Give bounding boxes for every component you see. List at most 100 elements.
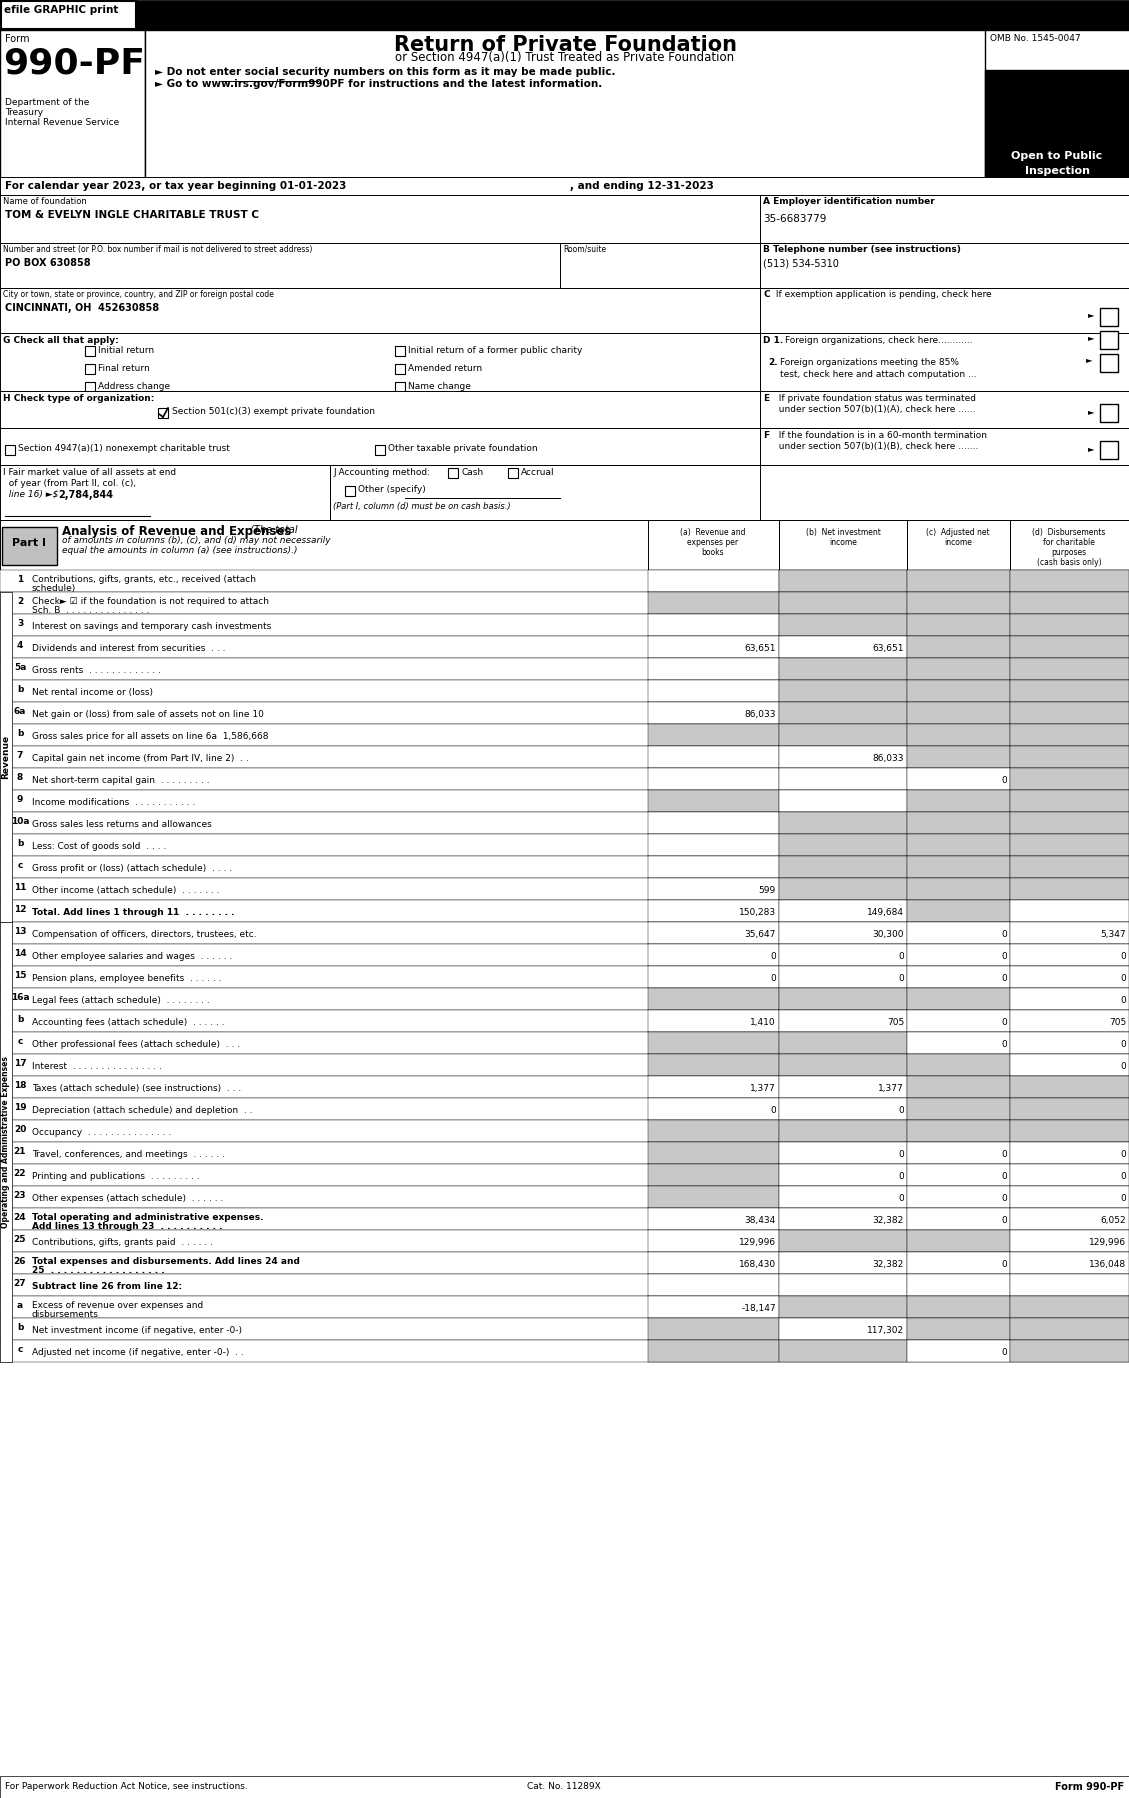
Text: 705: 705: [1109, 1018, 1126, 1027]
Bar: [779, 922, 907, 944]
Text: Gross sales less returns and allowances: Gross sales less returns and allowances: [32, 820, 212, 829]
Text: H Check type of organization:: H Check type of organization:: [3, 394, 155, 403]
Text: efile GRAPHIC print: efile GRAPHIC print: [5, 5, 119, 14]
Text: 7: 7: [17, 752, 24, 761]
Bar: [779, 901, 907, 922]
Text: Department of the: Department of the: [5, 99, 89, 108]
Bar: [0, 570, 1129, 592]
Bar: [0, 701, 1129, 725]
Text: 35-6683779: 35-6683779: [763, 214, 826, 225]
Bar: [779, 746, 907, 768]
Text: Analysis of Revenue and Expenses: Analysis of Revenue and Expenses: [62, 525, 291, 538]
Text: Submission Date - 2024-04-23: Submission Date - 2024-04-23: [145, 5, 322, 14]
Bar: [1010, 1230, 1129, 1251]
Bar: [648, 1296, 779, 1318]
Text: 38,434: 38,434: [745, 1215, 776, 1224]
Text: 8: 8: [17, 773, 23, 782]
Bar: [0, 0, 1129, 31]
Bar: [1010, 570, 1129, 592]
Text: Initial return of a former public charity: Initial return of a former public charit…: [408, 345, 583, 354]
Bar: [907, 1099, 1010, 1120]
Text: Legal fees (attach schedule)  . . . . . . . .: Legal fees (attach schedule) . . . . . .…: [32, 996, 210, 1005]
Bar: [779, 944, 907, 966]
Bar: [907, 813, 1010, 834]
Text: 25: 25: [14, 1235, 26, 1244]
Bar: [907, 1163, 1010, 1187]
Bar: [907, 613, 1010, 636]
Bar: [0, 922, 12, 1363]
Text: 2: 2: [17, 597, 23, 606]
Bar: [648, 1010, 779, 1032]
Bar: [648, 1120, 779, 1142]
Text: Interest on savings and temporary cash investments: Interest on savings and temporary cash i…: [32, 622, 271, 631]
Bar: [907, 768, 1010, 789]
Bar: [648, 944, 779, 966]
Text: Form 990-PF: Form 990-PF: [1054, 1782, 1124, 1793]
Text: 9: 9: [17, 795, 24, 804]
Text: c: c: [17, 861, 23, 870]
Bar: [907, 1010, 1010, 1032]
Text: 6a: 6a: [14, 707, 26, 716]
Text: Other (specify): Other (specify): [358, 485, 426, 494]
Text: J Accounting method:: J Accounting method:: [333, 467, 430, 476]
Bar: [779, 1251, 907, 1275]
Bar: [1100, 354, 1118, 372]
Bar: [907, 701, 1010, 725]
Text: Taxes (attach schedule) (see instructions)  . . .: Taxes (attach schedule) (see instruction…: [32, 1084, 242, 1093]
Text: Net investment income (if negative, enter -0-): Net investment income (if negative, ente…: [32, 1325, 242, 1334]
Bar: [648, 1251, 779, 1275]
Text: 149,684: 149,684: [867, 908, 904, 917]
Text: 0: 0: [1001, 975, 1007, 984]
Bar: [1010, 813, 1129, 834]
Bar: [1010, 1208, 1129, 1230]
Text: ► Go to www.irs.gov/Form990PF for instructions and the latest information.: ► Go to www.irs.gov/Form990PF for instru…: [155, 79, 602, 88]
Text: Gross sales price for all assets on line 6a  1,586,668: Gross sales price for all assets on line…: [32, 732, 269, 741]
Text: Excess of revenue over expenses and: Excess of revenue over expenses and: [32, 1302, 203, 1311]
Bar: [779, 768, 907, 789]
Bar: [0, 856, 1129, 877]
Bar: [1010, 1075, 1129, 1099]
Bar: [907, 1340, 1010, 1363]
Bar: [907, 1318, 1010, 1340]
Bar: [0, 922, 1129, 944]
Bar: [0, 987, 1129, 1010]
Text: 32,382: 32,382: [873, 1260, 904, 1269]
Bar: [907, 1120, 1010, 1142]
Text: Depreciation (attach schedule) and depletion  . .: Depreciation (attach schedule) and deple…: [32, 1106, 253, 1115]
Bar: [779, 725, 907, 746]
Bar: [779, 570, 907, 592]
Text: Treasury: Treasury: [5, 108, 43, 117]
Bar: [907, 592, 1010, 613]
Bar: [345, 485, 355, 496]
Text: Travel, conferences, and meetings  . . . . . .: Travel, conferences, and meetings . . . …: [32, 1151, 225, 1160]
Text: or Section 4947(a)(1) Trust Treated as Private Foundation: or Section 4947(a)(1) Trust Treated as P…: [395, 50, 735, 65]
Bar: [907, 746, 1010, 768]
Bar: [0, 636, 1129, 658]
Bar: [1010, 1163, 1129, 1187]
Bar: [779, 613, 907, 636]
Bar: [0, 428, 760, 466]
Bar: [0, 613, 1129, 636]
Bar: [779, 1163, 907, 1187]
Text: 0: 0: [1120, 996, 1126, 1005]
Bar: [779, 1296, 907, 1318]
Bar: [0, 1163, 1129, 1187]
Bar: [0, 592, 1129, 613]
Bar: [1010, 680, 1129, 701]
Text: DLN: 93491114019074: DLN: 93491114019074: [680, 5, 813, 14]
Text: Section 501(c)(3) exempt private foundation: Section 501(c)(3) exempt private foundat…: [172, 406, 375, 415]
Text: (513) 534-5310: (513) 534-5310: [763, 257, 839, 268]
Text: 1: 1: [17, 575, 23, 584]
Bar: [0, 1142, 1129, 1163]
Bar: [648, 834, 779, 856]
Bar: [0, 813, 1129, 834]
Bar: [1100, 405, 1118, 423]
Text: 0: 0: [770, 1106, 776, 1115]
Bar: [1010, 636, 1129, 658]
Text: 2.: 2.: [768, 358, 778, 367]
Text: books: books: [702, 548, 725, 557]
Text: 0: 0: [1001, 930, 1007, 939]
Bar: [648, 901, 779, 922]
Bar: [907, 1142, 1010, 1163]
Bar: [907, 658, 1010, 680]
